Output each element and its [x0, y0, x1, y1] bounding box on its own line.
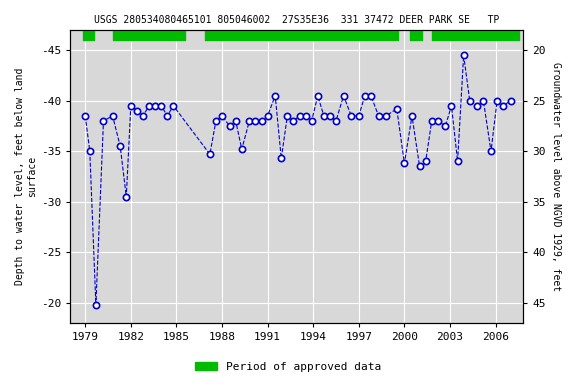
Y-axis label: Groundwater level above NGVD 1929, feet: Groundwater level above NGVD 1929, feet: [551, 62, 561, 291]
Legend: Period of approved data: Period of approved data: [191, 358, 385, 377]
Y-axis label: Depth to water level, feet below land
surface: Depth to water level, feet below land su…: [15, 68, 37, 285]
Title: USGS 280534080465101 805046002  27S35E36  331 37472 DEER PARK SE   TP: USGS 280534080465101 805046002 27S35E36 …: [94, 15, 499, 25]
